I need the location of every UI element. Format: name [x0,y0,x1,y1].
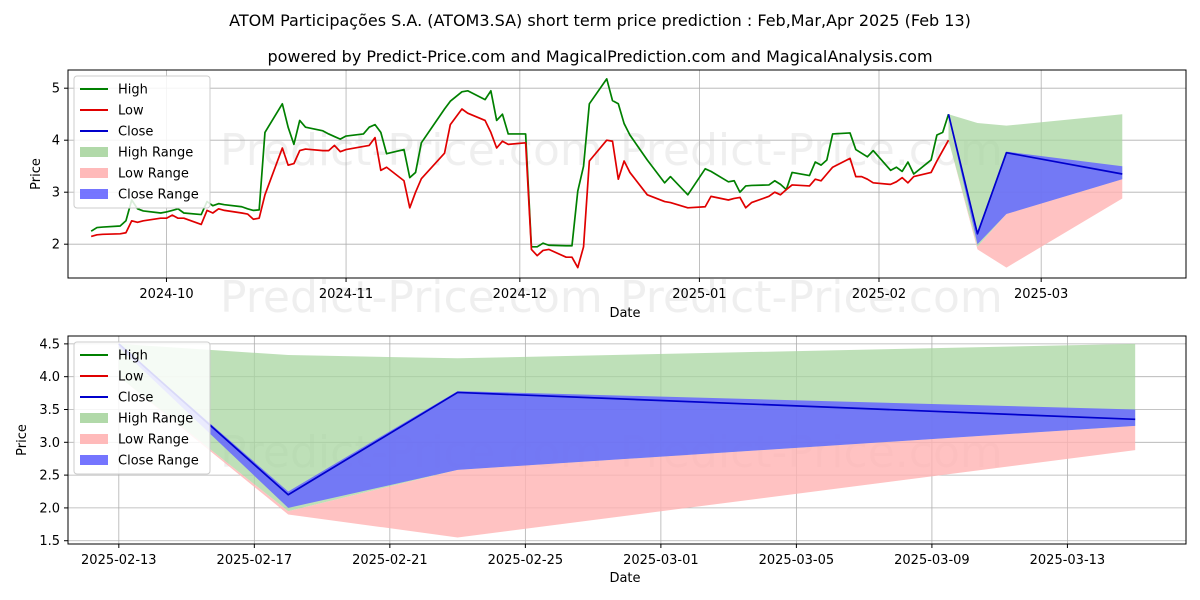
y-tick-label: 4.5 [39,337,60,352]
x-tick-label: 2025-03-13 [1030,553,1106,568]
y-tick-label: 2 [52,238,60,253]
close-forecast-line [947,113,1123,235]
legend-label-close-range: Close Range [118,188,199,203]
y-tick-label: 1.5 [39,534,60,549]
y-tick-label: 3.5 [39,403,60,418]
low-range-band [118,376,1136,538]
legend-label-low-range: Low Range [118,433,189,448]
history-range-fills [948,114,1123,268]
y-tick-label: 3 [52,186,60,201]
legend-swatch-low-range [80,168,108,178]
close-range-band [118,343,1136,508]
y-tick-label: 5 [52,82,60,97]
legend-label-low: Low [118,104,144,119]
y-tick-label: 3.0 [39,436,60,451]
legend-swatch-high-range [80,413,108,423]
history-plot-frame [67,69,1187,279]
x-tick-label: 2025-01 [672,287,726,302]
history-ticks: 2 3 4 5 2024-10 2024-11 2024-12 2025-01 2025-02 2… [52,82,1069,302]
x-tick-label: 2025-02 [852,287,906,302]
x-tick-label: 2025-02-21 [352,553,428,568]
legend-label-low: Low [118,370,144,385]
forecast-panel: Predict-Price.com Predict-Price.com 1.52… [15,335,1187,586]
legend-swatch-close-range [80,455,108,465]
x-tick-label: 2025-03-01 [623,553,699,568]
forecast-xlabel: Date [609,571,640,586]
history-xlabel: Date [609,306,640,321]
y-tick-label: 2.0 [39,501,60,516]
y-tick-label: 4.0 [39,370,60,385]
x-tick-label: 2024-10 [139,287,193,302]
chart-subtitle: powered by Predict-Price.com and Magical… [267,47,932,66]
x-tick-label: 2025-03-05 [759,553,835,568]
history-lines [90,77,1123,269]
watermark-top-1: Predict-Price.com [220,125,603,176]
legend-swatch-high-range [80,147,108,157]
forecast-ylabel: Price [15,424,30,456]
low-series-line [90,108,950,269]
history-ylabel: Price [29,158,44,190]
legend-label-high-range: High Range [118,146,193,161]
x-tick-label: 2025-02-13 [81,553,157,568]
history-panel: Predict-Price.com Predict-Price.com Pred… [29,69,1187,323]
legend-label-close-range: Close Range [118,454,199,469]
forecast-legend: High Low Close High Range Low Range Close Ran… [73,341,211,475]
chart-title: ATOM Participações S.A. (ATOM3.SA) short… [229,11,971,30]
x-tick-label: 2024-12 [493,287,547,302]
high-series-line [90,77,950,248]
legend-swatch-low-range [80,434,108,444]
x-tick-label: 2025-03 [1014,287,1068,302]
low-range-band [948,140,1123,268]
x-tick-label: 2025-02-25 [488,553,564,568]
close-range-band [948,114,1123,245]
x-tick-label: 2024-11 [319,287,373,302]
watermark-top-4: Predict-Price.com [620,272,1003,323]
forecast-plot-frame [67,335,1187,545]
history-legend: High Low Close High Range Low Range Close Ran… [73,75,211,209]
y-tick-label: 4 [52,134,60,149]
legend-label-close: Close [118,391,153,406]
legend-label-high: High [118,83,148,98]
legend-label-high-range: High Range [118,412,193,427]
watermark-top-2: Predict-Price.com [620,125,1003,176]
forecast-ticks: 1.5 2.0 2.5 3.0 3.5 4.0 4.5 2025-02-13 2025-02-1… [39,337,1105,568]
forecast-range-fills [118,343,1136,538]
y-tick-label: 2.5 [39,469,60,484]
x-tick-label: 2025-02-17 [217,553,293,568]
legend-label-high: High [118,349,148,364]
x-tick-label: 2025-03-09 [894,553,970,568]
legend-label-close: Close [118,125,153,140]
legend-swatch-close-range [80,189,108,199]
legend-label-low-range: Low Range [118,167,189,182]
watermark-top-3: Predict-Price.com [220,272,603,323]
